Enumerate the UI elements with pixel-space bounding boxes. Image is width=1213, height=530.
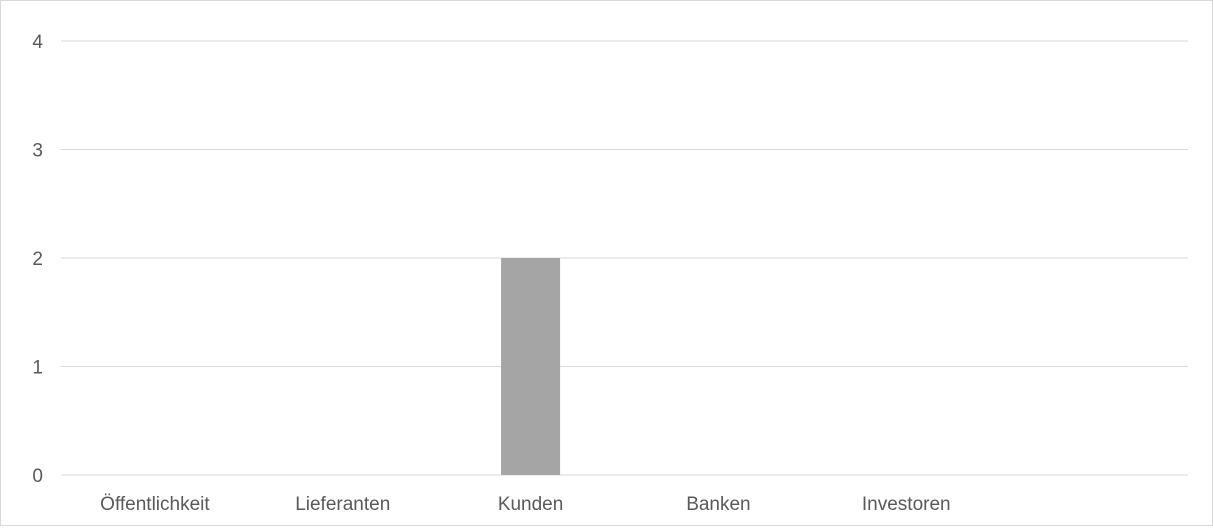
y-tick-label: 4 bbox=[32, 32, 43, 53]
gridlines bbox=[61, 40, 1188, 476]
x-axis-ticks: Öffentlichkeit Lieferanten Kunden Banken Inv… bbox=[100, 494, 950, 515]
y-axis-ticks: 0 1 2 3 4 bbox=[32, 32, 43, 487]
x-tick-label: Lieferanten bbox=[295, 494, 390, 515]
bar-2 bbox=[501, 258, 561, 475]
y-tick-label: 3 bbox=[32, 141, 43, 162]
x-tick-label: Banken bbox=[686, 494, 750, 515]
x-tick-label: Kunden bbox=[498, 494, 564, 515]
bars bbox=[501, 258, 561, 475]
y-tick-label: 1 bbox=[32, 358, 43, 379]
y-tick-label: 0 bbox=[32, 466, 43, 487]
x-tick-label: Öffentlichkeit bbox=[100, 494, 210, 515]
x-tick-label: Investoren bbox=[862, 494, 951, 515]
y-tick-label: 2 bbox=[32, 249, 43, 270]
